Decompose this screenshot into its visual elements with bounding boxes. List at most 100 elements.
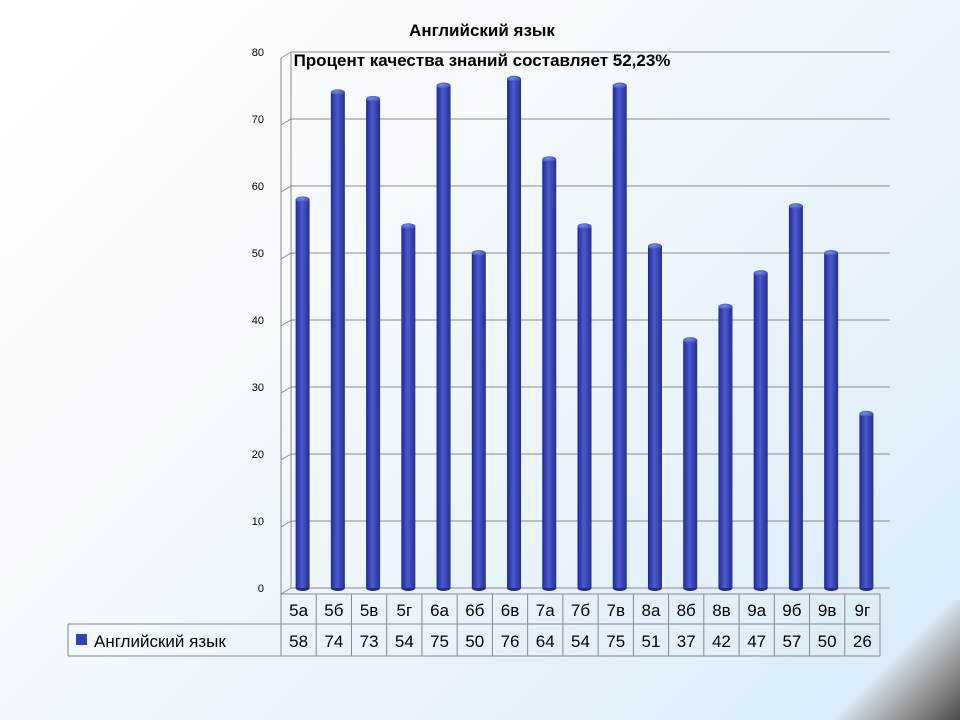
bar-body <box>612 85 627 588</box>
y-tick-label: 80 <box>252 47 264 59</box>
data-value-label: 75 <box>430 632 449 651</box>
bar-cap <box>788 203 803 210</box>
category-label: 7б <box>571 601 590 620</box>
bar-body <box>718 306 733 588</box>
bar-body <box>647 246 662 589</box>
bar-body <box>683 340 698 588</box>
data-value-label: 64 <box>536 632 555 651</box>
bar-cap <box>471 250 486 256</box>
bar-5а <box>295 196 310 591</box>
bar-cap <box>612 82 627 89</box>
category-label: 8а <box>642 601 661 620</box>
data-value-label: 54 <box>571 632 590 651</box>
bar-body <box>859 413 874 588</box>
bar-cap <box>366 95 381 102</box>
bar-cap <box>507 75 522 82</box>
data-value-label: 50 <box>818 632 837 651</box>
bar-6б <box>471 250 486 591</box>
bar-body <box>330 92 345 588</box>
y-tick-label: 0 <box>258 583 264 595</box>
category-label: 9г <box>855 601 871 620</box>
category-label: 7в <box>606 601 625 620</box>
bar-8а <box>647 243 662 591</box>
gridline-depth <box>280 118 292 126</box>
data-table: 5а 58 5б 74 5в 73 5г 54 6а 75 6б 50 6в 76 7а 64 7б 54 7в 75… <box>67 593 881 657</box>
gridline-depth <box>280 252 292 260</box>
category-label: 5а <box>289 601 308 620</box>
category-label: 5в <box>360 601 379 620</box>
data-value-label: 76 <box>501 632 520 651</box>
bar-body <box>436 85 451 588</box>
bar-7б <box>577 223 592 591</box>
data-value-label: 57 <box>782 632 801 651</box>
y-tick-label: 40 <box>252 315 264 327</box>
data-value-label: 74 <box>324 632 343 651</box>
legend-swatch <box>76 634 87 645</box>
bars <box>295 75 874 591</box>
bar-9г <box>859 410 874 591</box>
category-label: 9в <box>818 601 837 620</box>
y-tick-label: 20 <box>252 449 264 461</box>
bar-body <box>753 273 768 588</box>
data-value-label: 26 <box>853 632 872 651</box>
legend-series-name: Английский язык <box>94 632 226 651</box>
y-tick-label: 30 <box>252 382 264 394</box>
data-value-label: 73 <box>360 632 379 651</box>
bar-body <box>471 253 486 588</box>
bar-body <box>788 206 803 588</box>
y-tick-label: 50 <box>252 248 264 260</box>
bar-cap <box>824 250 839 256</box>
slide-corner-decoration <box>820 600 960 720</box>
bar-body <box>577 226 592 588</box>
bar-cap <box>330 89 345 96</box>
gridline-depth <box>280 520 292 528</box>
data-value-label: 54 <box>395 632 414 651</box>
data-value-label: 37 <box>677 632 696 651</box>
bar-cap <box>859 410 874 417</box>
bar-8б <box>683 337 698 591</box>
bar-body <box>542 159 557 588</box>
bar-body <box>295 199 310 588</box>
category-label: 6а <box>430 601 449 620</box>
category-label: 9а <box>747 601 766 620</box>
data-value-label: 58 <box>289 632 308 651</box>
y-tick-label: 70 <box>252 114 264 126</box>
bar-body <box>366 98 381 589</box>
data-value-label: 42 <box>712 632 731 651</box>
bar-cap <box>683 337 698 344</box>
bar-cap <box>401 223 416 230</box>
category-label: 6б <box>465 601 484 620</box>
bar-cap <box>542 156 557 163</box>
chart-subtitle: Процент качества знаний составляет 52,23… <box>294 51 671 70</box>
bar-5б <box>330 89 345 591</box>
category-label: 7а <box>536 601 555 620</box>
bar-body <box>401 226 416 588</box>
data-value-label: 75 <box>606 632 625 651</box>
bar-6а <box>436 82 451 591</box>
bar-body <box>824 253 839 588</box>
bar-cap <box>753 270 768 277</box>
bar-9а <box>753 270 768 591</box>
category-label: 5г <box>396 601 412 620</box>
y-tick-label: 60 <box>252 181 264 193</box>
category-label: 9б <box>782 601 801 620</box>
bar-cap <box>718 303 733 310</box>
category-label: 6в <box>501 601 520 620</box>
bar-cap <box>647 243 662 250</box>
gridline-depth <box>280 587 292 595</box>
category-label: 8в <box>712 601 731 620</box>
y-axis-ticks: 0 10 20 30 40 50 60 70 80 <box>252 47 264 595</box>
data-value-label: 50 <box>465 632 484 651</box>
category-label: 8б <box>677 601 696 620</box>
y-tick-label: 10 <box>252 516 264 528</box>
bar-7а <box>542 156 557 591</box>
bar-9в <box>824 250 839 591</box>
bar-body <box>507 78 522 589</box>
gridline-depth <box>280 453 292 461</box>
bar-cap <box>577 223 592 230</box>
chart-title: Английский язык <box>409 21 555 40</box>
bar-5в <box>366 95 381 591</box>
bar-8в <box>718 303 733 591</box>
gridline-depth <box>280 386 292 394</box>
